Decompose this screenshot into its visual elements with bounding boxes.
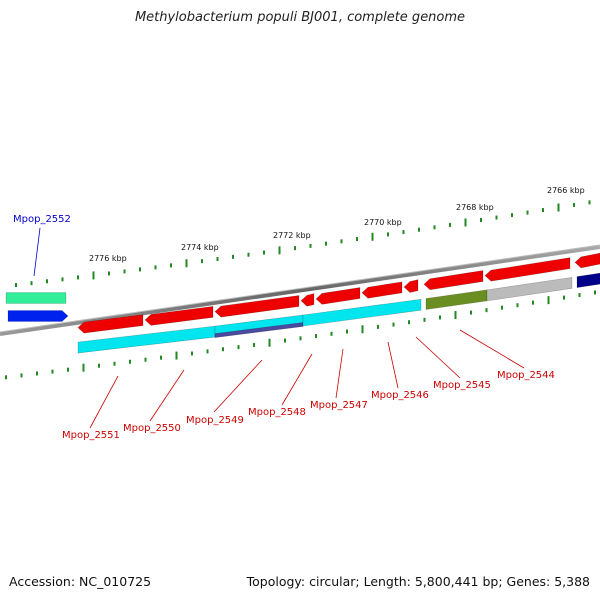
tick-label: 2772 kbp	[273, 231, 311, 240]
gene-label-mpop-2551[interactable]: Mpop_2551	[62, 430, 120, 441]
gene-arrow	[423, 270, 484, 291]
category-bar	[302, 298, 422, 327]
backbone-highlight	[0, 244, 600, 333]
gene-arrow	[361, 281, 403, 299]
leader-line	[335, 348, 344, 399]
gene-label-mpop-2552[interactable]: Mpop_2552	[13, 214, 71, 225]
gene-arrow	[5, 292, 67, 304]
tick-label: 2766 kbp	[547, 186, 585, 195]
gene-arrow	[403, 279, 419, 293]
leader-line	[459, 329, 525, 369]
gene-arrow	[77, 314, 144, 334]
category-bar	[214, 322, 304, 338]
gene-arrow	[484, 257, 571, 282]
gene-label-mpop-2549[interactable]: Mpop_2549	[186, 415, 244, 426]
tick-label: 2768 kbp	[456, 203, 494, 212]
leader-line	[213, 359, 263, 413]
leader-line	[387, 341, 399, 389]
tick-label: 2770 kbp	[364, 218, 402, 227]
outer-tick-track	[15, 200, 591, 288]
gene-arrow	[300, 293, 315, 307]
leader-line	[33, 227, 41, 277]
category-bar	[576, 272, 600, 288]
category-bar	[486, 277, 573, 302]
genome-backbone	[0, 245, 600, 336]
gene-label-mpop-2550[interactable]: Mpop_2550	[123, 423, 181, 434]
gene-label-mpop-2547[interactable]: Mpop_2547	[310, 400, 368, 411]
gene-arrow	[7, 310, 69, 322]
leader-line	[415, 336, 461, 379]
gene-labels: Mpop_2552 Mpop_2551 Mpop_2550 Mpop_2549 …	[13, 214, 555, 441]
gene-features	[5, 252, 600, 354]
gene-arrow	[574, 252, 600, 269]
gene-label-mpop-2548[interactable]: Mpop_2548	[248, 407, 306, 418]
gene-arrow	[144, 305, 214, 326]
tick-label: 2776 kbp	[89, 254, 127, 263]
topology-text: Topology: circular; Length: 5,800,441 bp…	[246, 574, 590, 589]
map-title: Methylobacterium populi BJ001, complete …	[134, 10, 466, 25]
tick-labels: 2776 kbp 2774 kbp 2772 kbp 2770 kbp 2768…	[89, 186, 585, 263]
gene-arrow	[315, 287, 361, 305]
gene-arrow	[214, 295, 300, 318]
gene-label-mpop-2545[interactable]: Mpop_2545	[433, 380, 491, 391]
gene-label-mpop-2546[interactable]: Mpop_2546	[371, 390, 429, 401]
leader-line	[149, 369, 185, 422]
leader-line	[281, 353, 313, 406]
tick-label: 2774 kbp	[181, 243, 219, 252]
accession-text: Accession: NC_010725	[9, 574, 152, 589]
inner-tick-track	[5, 290, 596, 380]
category-bar	[425, 289, 488, 310]
gene-label-mpop-2544[interactable]: Mpop_2544	[497, 370, 555, 381]
leader-line	[89, 375, 119, 429]
gene-label-leaders	[33, 227, 525, 429]
